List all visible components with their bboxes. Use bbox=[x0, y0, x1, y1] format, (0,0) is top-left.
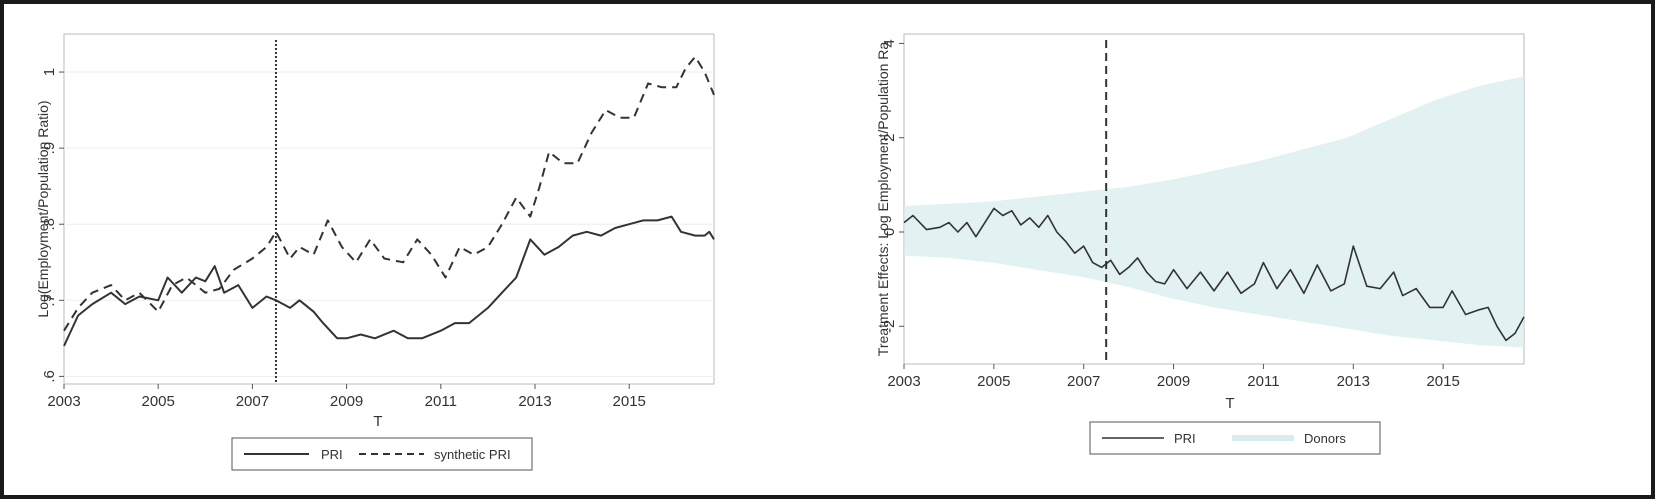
x-tick-label: 2005 bbox=[142, 393, 175, 410]
y-tick-label: .8 bbox=[41, 218, 58, 231]
right-x-axis-label: T bbox=[1225, 395, 1234, 412]
left-gridlines bbox=[64, 71, 714, 377]
left-legend-label-synthetic: synthetic PRI bbox=[434, 447, 511, 462]
series-donors-band bbox=[904, 76, 1524, 348]
right-legend-label-donors: Donors bbox=[1304, 431, 1346, 446]
series-line-pri bbox=[903, 207, 1525, 342]
x-tick-label: 2005 bbox=[977, 373, 1010, 390]
right-y-ticks: -2 0 2 4 bbox=[881, 39, 904, 333]
left-legend-label-pri: PRI bbox=[321, 447, 343, 462]
figure-canvas: .6 .7 .8 .9 1 2003 2005 2007 2009 2011 2013 2015 L… bbox=[35, 33, 1525, 471]
right-y-axis-label: Treatment Effects: Log Employment/Popula… bbox=[875, 42, 891, 357]
series-line-synthetic-pri bbox=[63, 55, 715, 332]
x-tick-label: 2009 bbox=[330, 393, 363, 410]
y-tick-label: 2 bbox=[881, 134, 898, 142]
y-tick-label: 0 bbox=[881, 228, 898, 236]
x-tick-label: 2015 bbox=[613, 393, 646, 410]
y-tick-label: 4 bbox=[881, 39, 898, 47]
x-tick-label: 2003 bbox=[887, 373, 920, 390]
x-tick-label: 2009 bbox=[1157, 373, 1190, 390]
x-tick-label: 2013 bbox=[518, 393, 551, 410]
x-tick-label: 2015 bbox=[1426, 373, 1459, 390]
right-data-marks bbox=[903, 40, 1525, 364]
series-line-pri bbox=[63, 215, 715, 347]
right-legend: PRI Donors bbox=[1089, 421, 1381, 455]
x-tick-label: 2003 bbox=[47, 393, 80, 410]
y-tick-label: -2 bbox=[881, 320, 898, 333]
right-x-ticks: 2003 2005 2007 2009 2011 2013 2015 bbox=[887, 364, 1460, 390]
y-tick-label: .6 bbox=[41, 370, 58, 383]
right-legend-label-pri: PRI bbox=[1174, 431, 1196, 446]
x-tick-label: 2013 bbox=[1337, 373, 1370, 390]
left-y-ticks: .6 .7 .8 .9 1 bbox=[41, 68, 64, 383]
left-y-axis-label: Log(Employment/Population Ratio) bbox=[35, 100, 51, 317]
left-data-marks bbox=[63, 40, 715, 384]
y-tick-label: 1 bbox=[41, 68, 58, 76]
left-x-ticks: 2003 2005 2007 2009 2011 2013 2015 bbox=[47, 384, 646, 410]
x-tick-label: 2007 bbox=[236, 393, 269, 410]
x-tick-label: 2011 bbox=[425, 393, 457, 410]
x-tick-label: 2011 bbox=[1247, 373, 1279, 390]
x-tick-label: 2007 bbox=[1067, 373, 1100, 390]
left-chart-panel: .6 .7 .8 .9 1 2003 2005 2007 2009 2011 2013 2015 L… bbox=[35, 33, 715, 471]
y-tick-label: .7 bbox=[41, 294, 58, 307]
left-x-axis-label: T bbox=[373, 413, 382, 430]
y-tick-label: .9 bbox=[41, 142, 58, 155]
right-chart-panel: -2 0 2 4 2003 2005 2007 2009 2011 2013 2015 Treat… bbox=[875, 33, 1525, 455]
left-plot-area bbox=[63, 33, 715, 385]
left-legend: PRI synthetic PRI bbox=[231, 437, 533, 471]
